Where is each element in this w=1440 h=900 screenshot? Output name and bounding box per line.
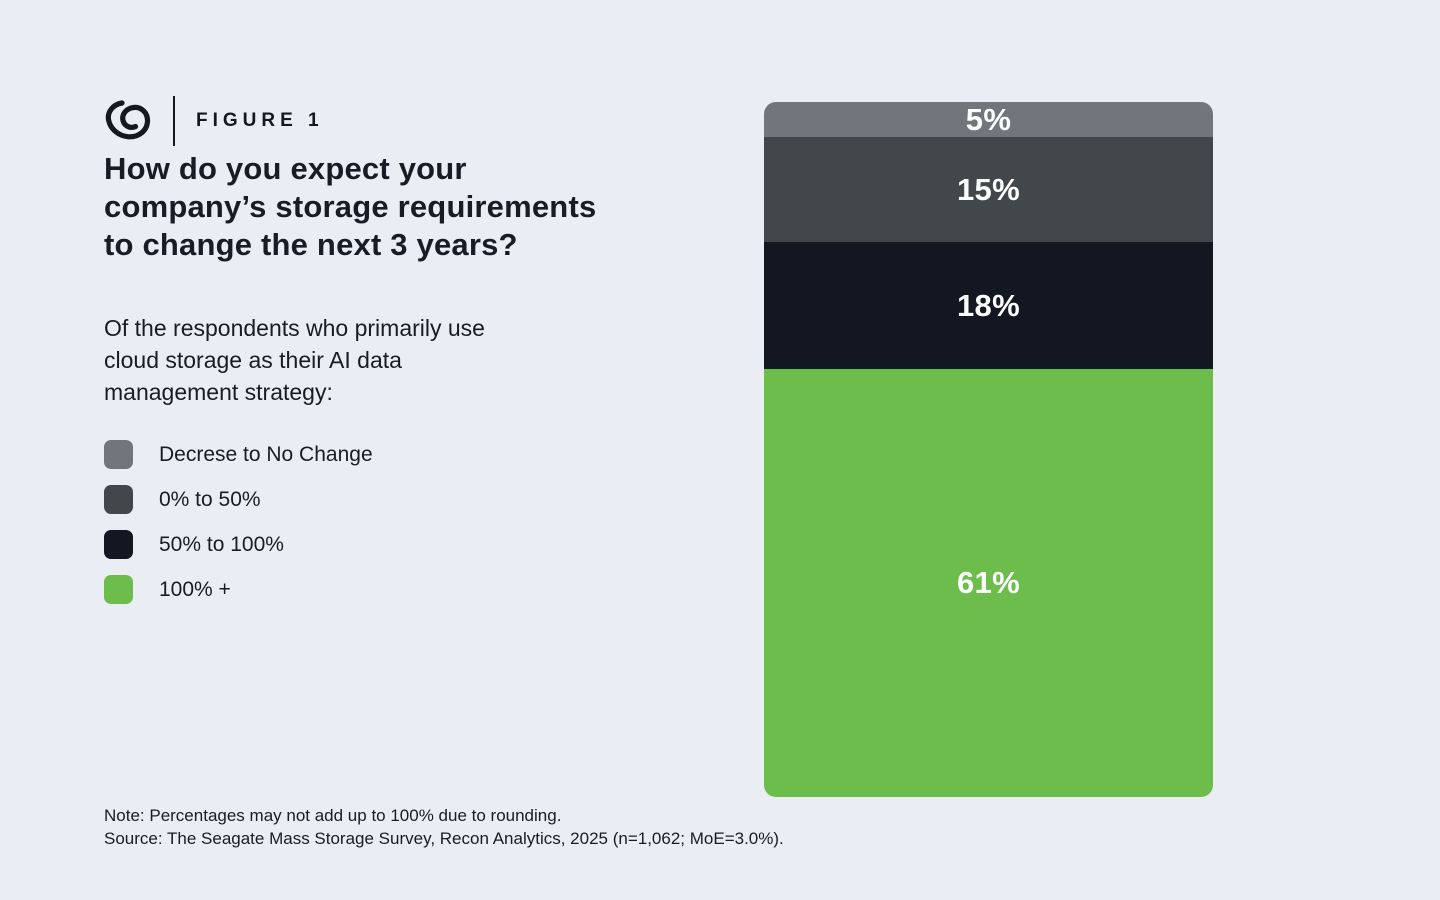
legend-label: 50% to 100%	[159, 532, 284, 556]
figure-title: How do you expect your company’s storage…	[104, 151, 597, 262]
seagate-swirl-icon	[105, 100, 151, 140]
source-line: Source: The Seagate Mass Storage Survey,…	[104, 829, 784, 848]
bar-segment-value-label: 15%	[957, 171, 1020, 207]
legend-label: 0% to 50%	[159, 487, 261, 511]
legend-swatch-icon	[104, 575, 133, 604]
legend-item: 100% +	[104, 575, 373, 604]
legend-label: Decrese to No Change	[159, 442, 373, 466]
legend-item: Decrese to No Change	[104, 440, 373, 469]
header-divider	[173, 96, 175, 146]
bar-segment-value-label: 18%	[957, 287, 1020, 323]
bar-segment: 61%	[764, 368, 1213, 797]
legend-swatch-icon	[104, 530, 133, 559]
chart-legend: Decrese to No Change 0% to 50% 50% to 100%…	[104, 440, 373, 604]
legend-item: 0% to 50%	[104, 485, 373, 514]
bar-segment-value-label: 61%	[957, 564, 1020, 600]
footnotes: Note: Percentages may not add up to 100%…	[104, 804, 784, 850]
legend-swatch-icon	[104, 440, 133, 469]
bar-segment: 5%	[764, 102, 1213, 138]
stacked-bar-chart: 5% 15% 18% 61%	[764, 102, 1213, 797]
bar-segment: 15%	[764, 137, 1213, 243]
note-line: Note: Percentages may not add up to 100%…	[104, 806, 562, 825]
legend-label: 100% +	[159, 577, 231, 601]
bar-segment: 18%	[764, 242, 1213, 369]
figure-subtitle: Of the respondents who primarily use clo…	[104, 315, 485, 405]
legend-swatch-icon	[104, 485, 133, 514]
figure-header: FIGURE 1	[104, 96, 324, 146]
figure-label: FIGURE 1	[196, 110, 324, 131]
legend-item: 50% to 100%	[104, 530, 373, 559]
bar-segment-value-label: 5%	[965, 102, 1012, 137]
